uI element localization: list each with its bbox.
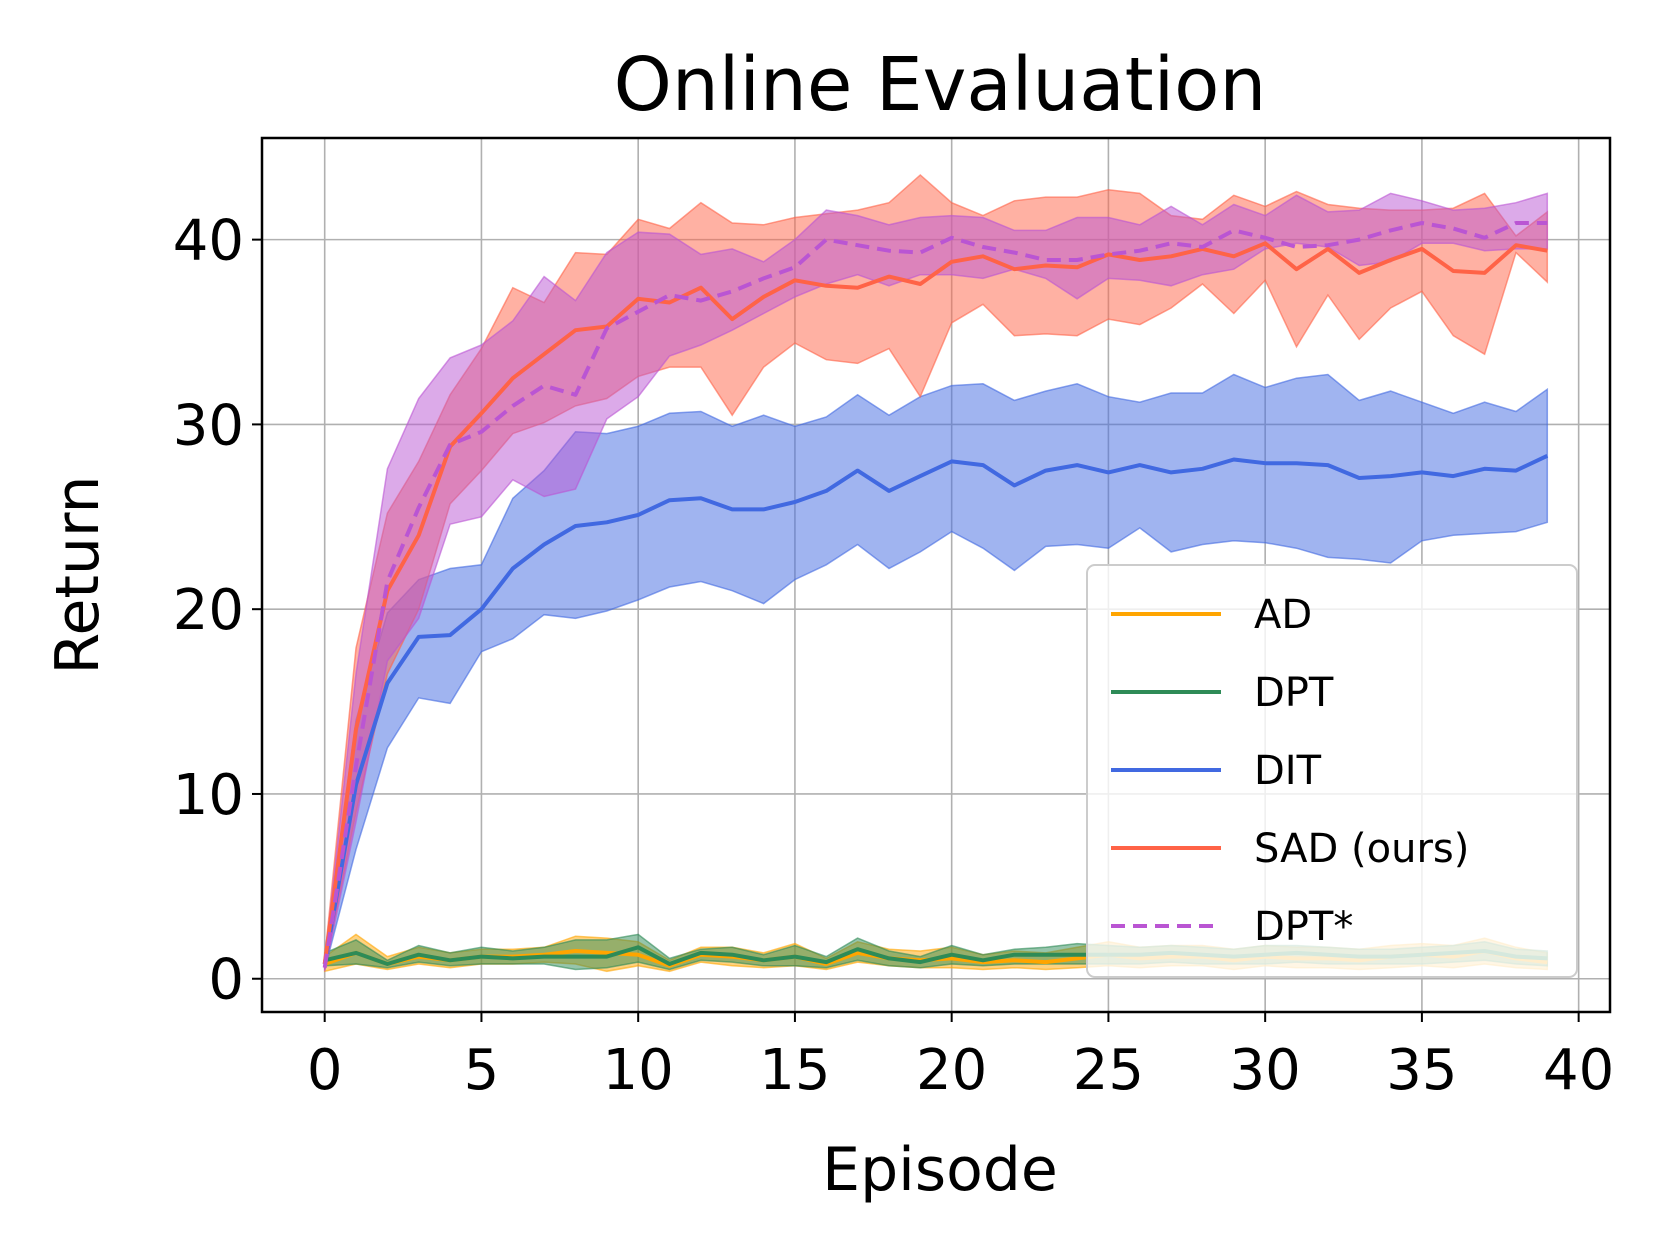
y-tick-label: 30	[173, 393, 244, 458]
y-tick-label: 40	[173, 209, 244, 274]
legend-label-sad-ours: SAD (ours)	[1254, 826, 1469, 872]
plot-frame	[260, 136, 1612, 1014]
x-tick-label: 40	[1543, 1038, 1614, 1103]
legend-label-dpt: DPT	[1254, 670, 1334, 716]
x-tick-label: 0	[307, 1038, 343, 1103]
y-axis-label: Return	[43, 475, 113, 674]
band-dit	[323, 373, 1549, 970]
chart-title: Online Evaluation	[614, 42, 1267, 128]
x-tick-label: 5	[464, 1038, 500, 1103]
x-tick-label: 20	[916, 1038, 987, 1103]
legend-label-dit: DIT	[1254, 748, 1322, 794]
x-tick-label: 10	[603, 1038, 674, 1103]
x-tick-label: 25	[1073, 1038, 1144, 1103]
x-tick-label: 15	[759, 1038, 830, 1103]
line-dit	[322, 453, 1549, 965]
x-tick-label: 30	[1230, 1038, 1301, 1103]
y-tick-label: 0	[208, 948, 244, 1013]
y-tick-label: 10	[173, 763, 244, 828]
x-tick-label: 35	[1386, 1038, 1457, 1103]
legend-box	[1086, 564, 1578, 978]
legend-label-dpt: DPT*	[1254, 904, 1353, 950]
y-tick-label: 20	[173, 578, 244, 643]
x-axis-label: Episode	[822, 1135, 1058, 1205]
legend-label-ad: AD	[1254, 592, 1312, 638]
legend: AD DPT DIT SAD (ours) DPT*	[1086, 564, 1578, 978]
axis-ticks: 0 5 10 15 20 25 30 35 40 0 10 20 30 40	[173, 209, 1615, 1103]
line-sad-ours	[322, 241, 1548, 965]
